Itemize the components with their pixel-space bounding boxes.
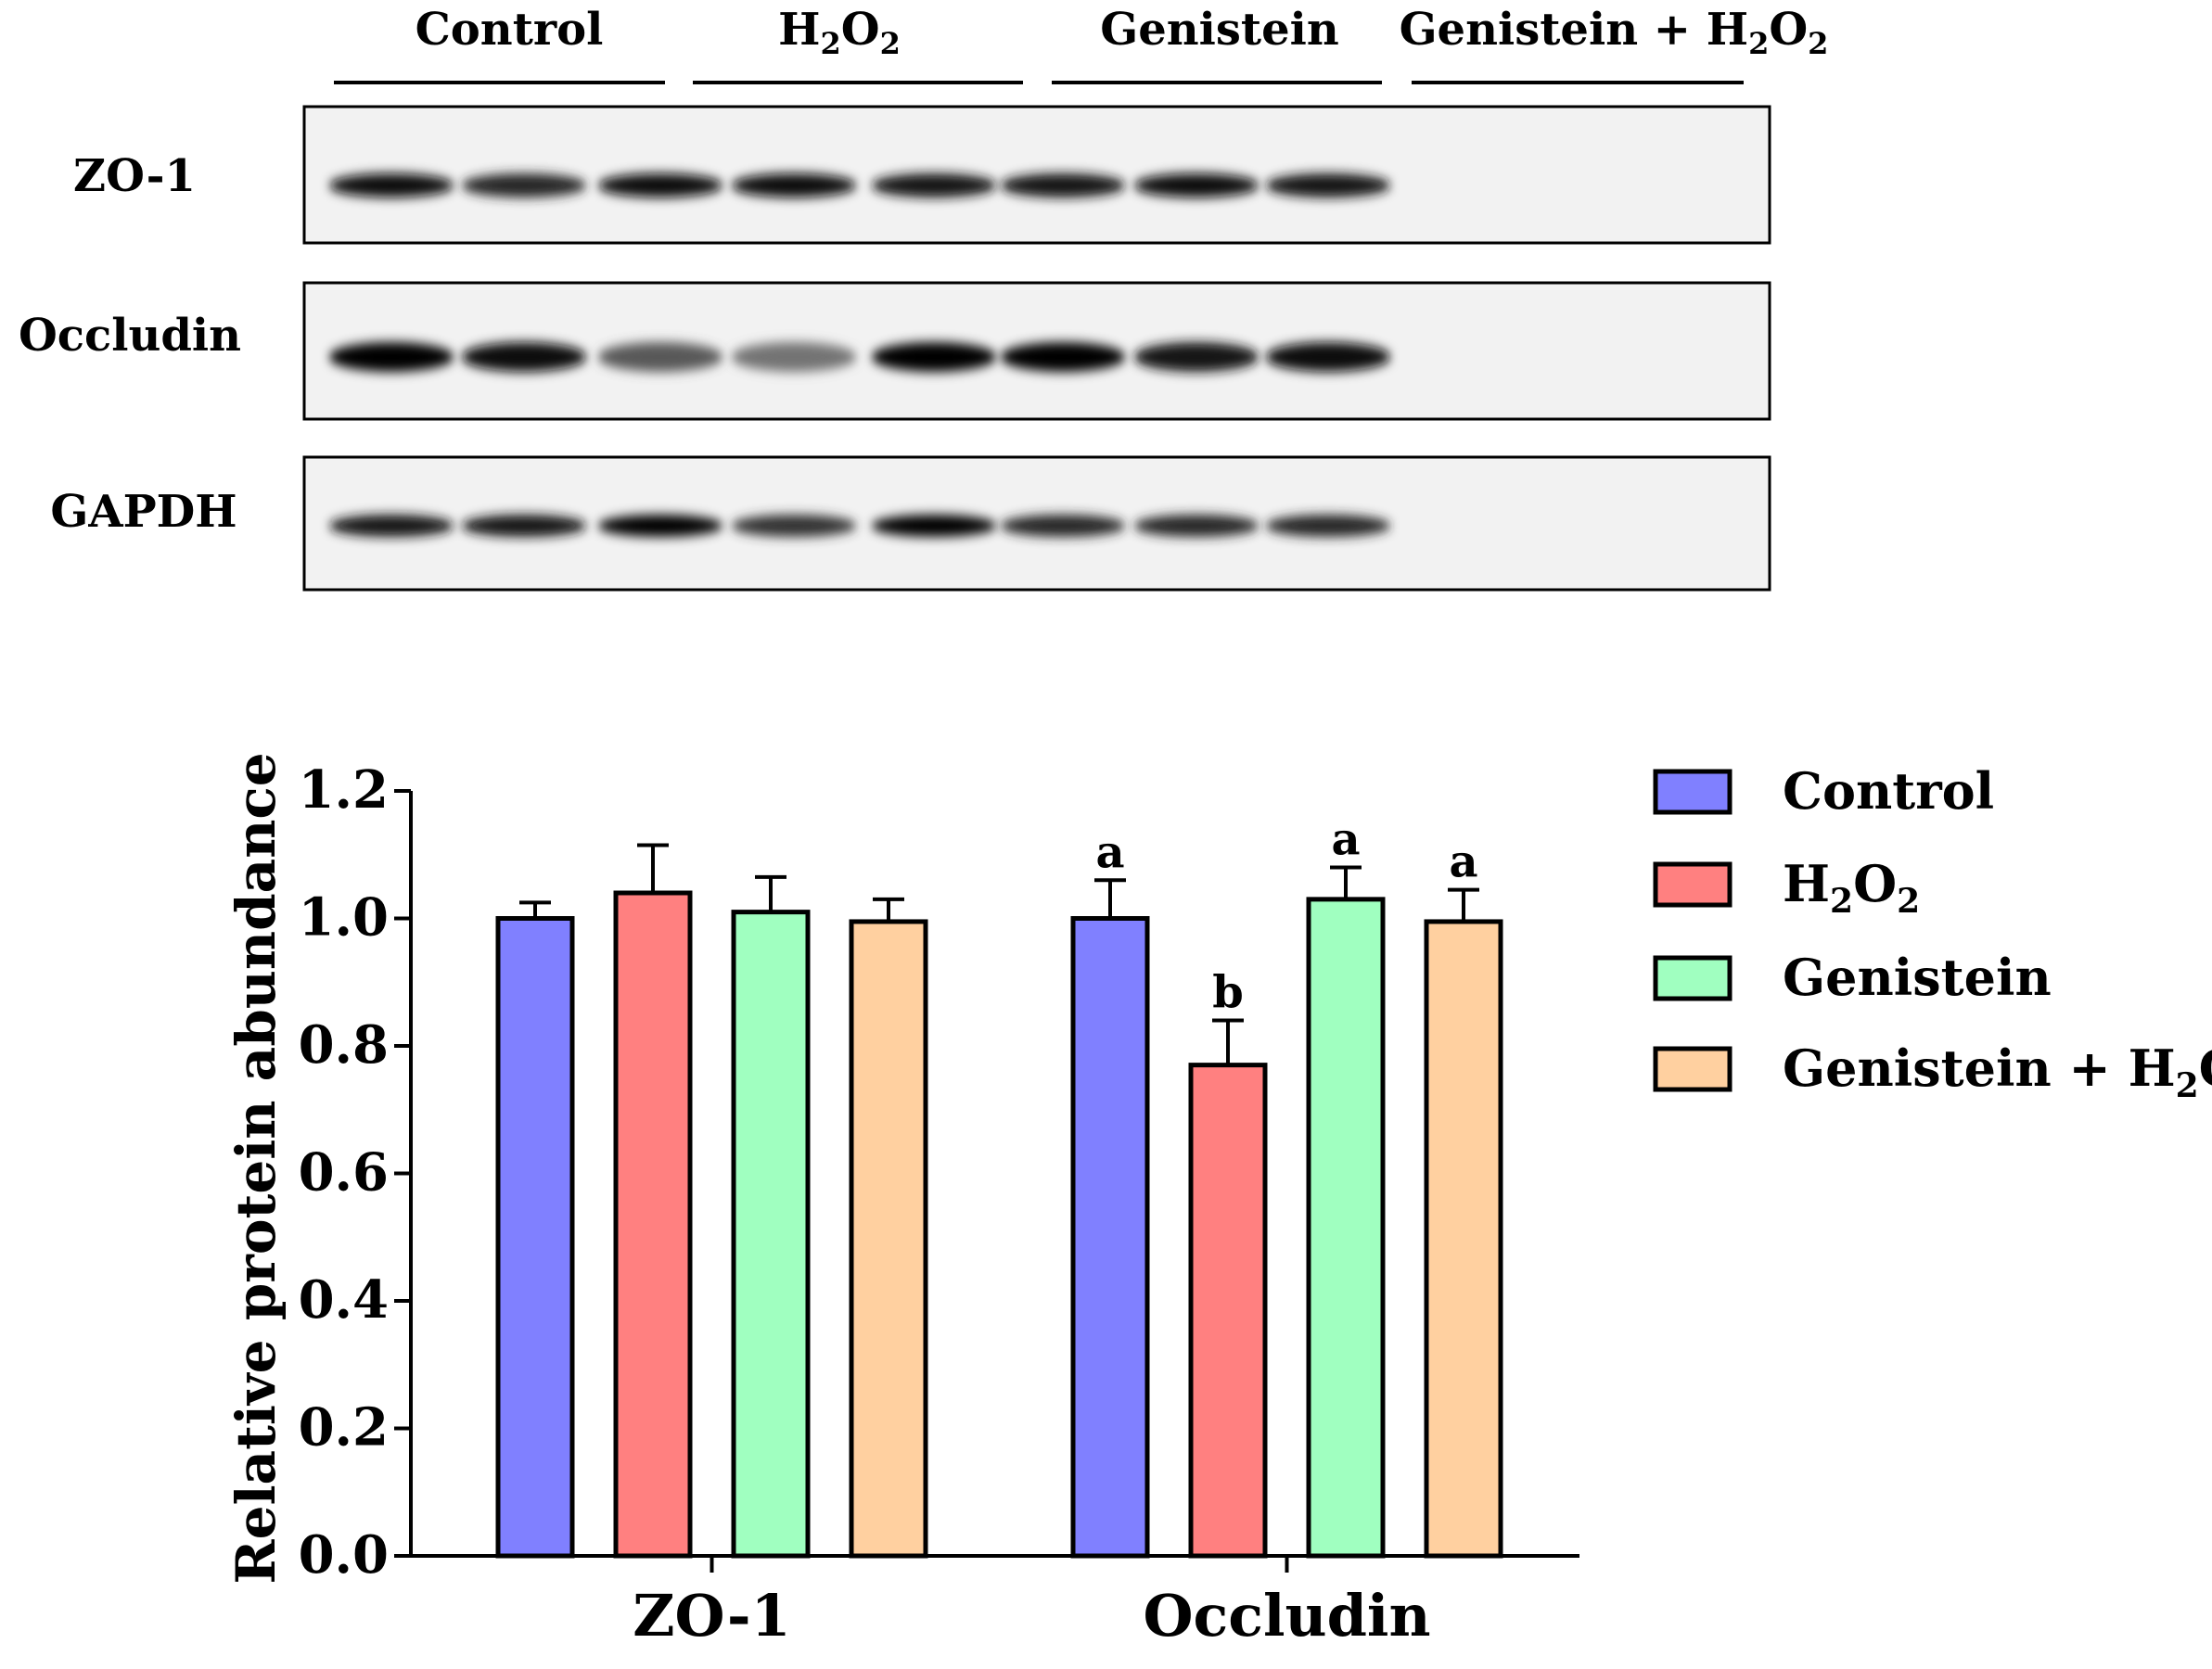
y-tick-label: 1.2 xyxy=(299,759,389,821)
blot-row-label-zo1: ZO-1 xyxy=(73,150,196,202)
bar xyxy=(731,910,811,1559)
blot-band xyxy=(1000,173,1126,197)
blot-band xyxy=(328,173,454,197)
legend-label: Genistein xyxy=(1783,948,2052,1007)
x-tick-label: ZO-1 xyxy=(633,1582,790,1650)
significance-letter: a xyxy=(1449,836,1477,888)
legend-label: Control xyxy=(1783,761,1994,821)
y-tick-label: 0.0 xyxy=(299,1524,389,1586)
blot-band xyxy=(1265,173,1391,197)
blot-band xyxy=(1000,515,1126,537)
blot-band xyxy=(461,342,587,372)
bar xyxy=(613,890,693,1559)
bar xyxy=(495,916,575,1559)
blot-row-label-occludin: Occludin xyxy=(19,310,241,362)
blot-row-label-gapdh: GAPDH xyxy=(50,486,237,538)
bar xyxy=(1070,916,1150,1559)
blot-band xyxy=(871,342,997,372)
blot-band xyxy=(1000,342,1126,372)
bar xyxy=(849,919,928,1559)
bars: a b a a xyxy=(495,814,1503,1559)
y-tick-label: 0.2 xyxy=(299,1397,389,1459)
significance-letter: a xyxy=(1095,826,1124,878)
legend-swatch xyxy=(1653,1046,1733,1092)
bar xyxy=(1188,1063,1268,1559)
blot-panel: Control H2O2 Genistein Genistein + H2O2 … xyxy=(19,4,1829,592)
blot-band xyxy=(328,515,454,537)
y-tick-label: 0.6 xyxy=(299,1142,389,1204)
blot-band xyxy=(871,173,997,197)
x-axis: ZO-1 Occludin xyxy=(411,1554,1579,1650)
legend-swatch xyxy=(1653,769,1733,815)
y-axis: 0.0 0.2 0.4 0.6 0.8 1.0 1.2 xyxy=(299,759,413,1586)
blot-band xyxy=(731,342,857,372)
y-tick-label: 1.0 xyxy=(299,887,389,949)
x-tick-label: Occludin xyxy=(1143,1582,1430,1650)
legend-swatch xyxy=(1653,861,1733,908)
y-tick-label: 0.4 xyxy=(299,1269,389,1331)
bar xyxy=(1306,897,1386,1559)
blot-band xyxy=(1265,515,1391,537)
blot-group-label-h2o2: H2O2 xyxy=(778,4,901,61)
blot-band xyxy=(597,515,723,537)
y-axis-title: Relative protein abundance xyxy=(224,752,288,1584)
legend-label: H2O2 xyxy=(1783,854,1920,921)
blot-group-label-genistein-h2o2: Genistein + H2O2 xyxy=(1400,4,1829,61)
blot-band xyxy=(731,173,857,197)
blot-bands xyxy=(328,173,1391,537)
blot-band xyxy=(871,515,997,537)
blot-band xyxy=(597,342,723,372)
blot-band xyxy=(328,342,454,372)
blot-group-label-genistein: Genistein xyxy=(1100,4,1339,56)
blot-band xyxy=(597,173,723,197)
significance-letter: a xyxy=(1331,814,1360,866)
blot-band xyxy=(731,515,857,537)
legend-label: Genistein + H2O2 xyxy=(1783,1038,2212,1105)
blot-band xyxy=(1133,342,1259,372)
blot-band xyxy=(1265,342,1391,372)
blot-band xyxy=(461,173,587,197)
bar-chart: Relative protein abundance 0.00.20.40.60… xyxy=(224,752,2212,1650)
legend: Control H2O2 Genistein Genistein + H2O2 xyxy=(1653,761,2212,1105)
blot-band xyxy=(461,515,587,537)
significance-letter: b xyxy=(1212,967,1244,1019)
bar xyxy=(1424,919,1503,1559)
blot-band xyxy=(1133,515,1259,537)
legend-swatch xyxy=(1653,955,1733,1001)
blot-band xyxy=(1133,173,1259,197)
blot-group-label-control: Control xyxy=(416,4,604,56)
y-tick-label: 0.8 xyxy=(299,1014,389,1076)
